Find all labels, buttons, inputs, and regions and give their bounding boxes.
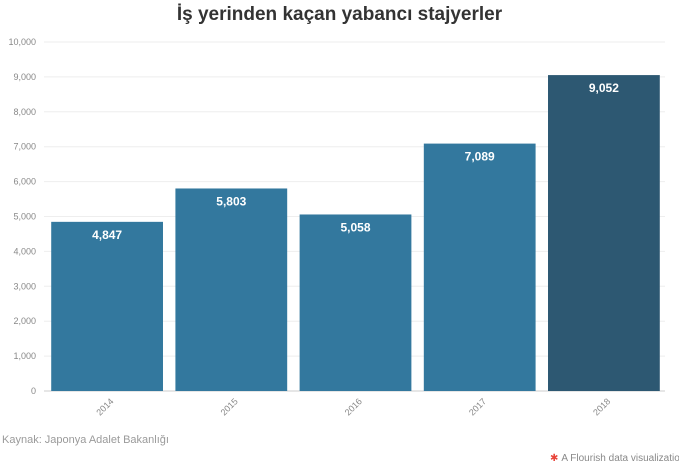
x-tick-label: 2016 [343,396,364,417]
flourish-credit[interactable]: ✱ A Flourish data visualization [550,453,679,464]
bar-value-label: 7,089 [465,150,495,164]
x-tick-label: 2018 [591,396,612,417]
bar-2017 [423,143,536,391]
bar-2016 [299,214,412,391]
y-tick-label: 2,000 [13,316,36,326]
bar-value-label: 4,847 [92,228,122,242]
x-tick-label: 2017 [467,396,488,417]
bar-value-label: 5,058 [340,220,370,234]
bar-2018 [548,75,660,391]
y-tick-label: 6,000 [13,177,36,187]
bar-2014 [51,221,163,391]
y-tick-label: 0 [31,386,36,396]
y-tick-label: 8,000 [13,107,36,117]
y-tick-label: 9,000 [13,72,36,82]
y-tick-label: 1,000 [13,351,36,361]
bar-value-label: 5,803 [216,194,246,208]
bar-2015 [175,188,288,391]
x-tick-label: 2014 [94,396,115,417]
y-tick-label: 10,000 [8,37,36,47]
y-tick-label: 5,000 [13,212,36,222]
y-tick-label: 4,000 [13,246,36,256]
flourish-credit-label: A Flourish data visualization [561,453,679,464]
x-tick-label: 2015 [219,396,240,417]
y-tick-label: 7,000 [13,142,36,152]
bar-value-label: 9,052 [589,81,619,95]
chart-title: İş yerinden kaçan yabancı stajyerler [176,4,503,25]
y-tick-label: 3,000 [13,281,36,291]
flourish-logo-icon: ✱ [550,453,559,464]
source-note: Kaynak: Japonya Adalet Bakanlığı [2,434,169,446]
